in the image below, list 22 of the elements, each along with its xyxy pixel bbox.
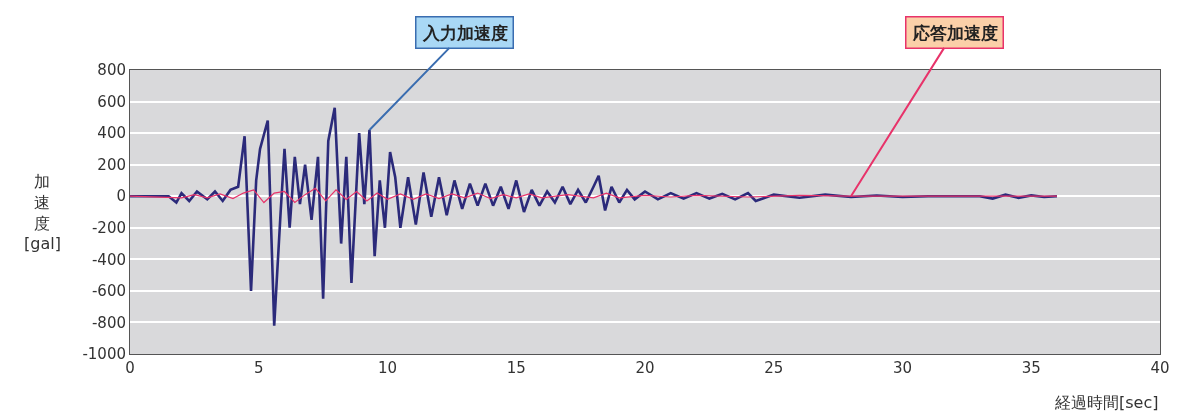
x-tick-label: 30 (892, 359, 913, 377)
y-tick-label: 800 (97, 61, 126, 80)
x-tick-label: 20 (635, 359, 655, 377)
x-tick-label: 40 (1150, 359, 1170, 377)
x-axis-title: 経過時間[sec] (1054, 393, 1159, 412)
text: 入力加速度 (421, 22, 508, 43)
y-tick-label: 200 (97, 155, 126, 174)
y-tick-label: -800 (91, 313, 126, 332)
y-tick-label: 400 (97, 124, 126, 143)
y-tick-label: -600 (91, 282, 126, 301)
x-tick-label: 15 (506, 359, 526, 377)
text: 応答加速度 (911, 22, 998, 43)
y-tick-label: -400 (91, 250, 126, 269)
x-tick-label: 25 (764, 359, 784, 377)
y-tick-label: 600 (97, 92, 126, 111)
y-tick-label: -200 (91, 219, 126, 238)
x-tick-label: 35 (1021, 359, 1041, 377)
x-tick-label: 10 (377, 359, 398, 377)
y-axis-title: 加速度[gal] (24, 172, 61, 254)
y-tick-label: -1000 (82, 345, 126, 364)
x-tick-label: 5 (253, 359, 264, 377)
y-tick-label: 0 (116, 187, 126, 206)
